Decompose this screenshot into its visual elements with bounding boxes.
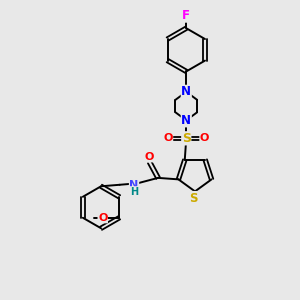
- Text: N: N: [129, 180, 139, 190]
- Text: O: O: [98, 213, 107, 223]
- Text: O: O: [163, 133, 173, 143]
- Text: S: S: [182, 132, 191, 145]
- Text: N: N: [181, 85, 191, 98]
- Text: F: F: [182, 9, 190, 22]
- Text: S: S: [189, 191, 198, 205]
- Text: N: N: [181, 114, 191, 127]
- Text: H: H: [130, 187, 138, 197]
- Text: O: O: [145, 152, 154, 162]
- Text: O: O: [200, 133, 209, 143]
